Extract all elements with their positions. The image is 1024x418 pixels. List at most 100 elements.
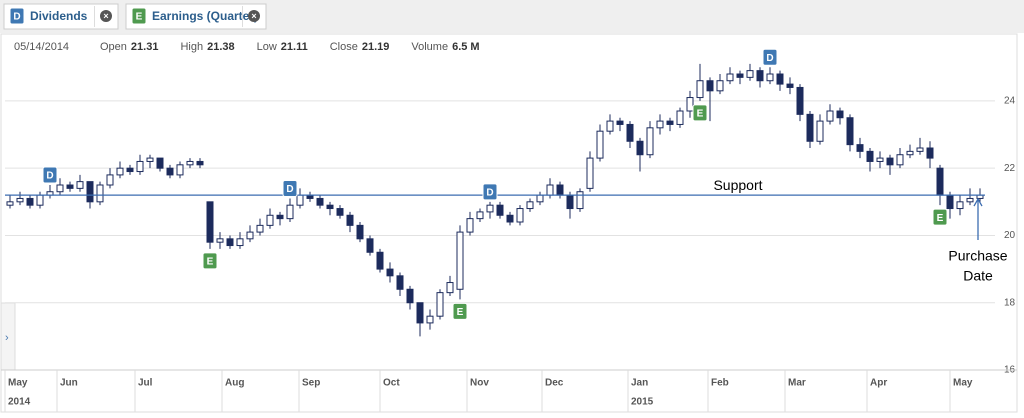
info-value: 21.19 [362, 41, 390, 53]
x-tick-label: Nov [470, 378, 489, 389]
purchase-label: Date [963, 268, 993, 284]
event-marker[interactable] [42, 166, 58, 184]
candle-body [336, 208, 344, 216]
event-marker[interactable] [932, 208, 948, 226]
candle-body [626, 123, 634, 142]
candle-body [486, 204, 494, 213]
candle-body [796, 86, 804, 115]
event-marker[interactable] [482, 183, 498, 201]
candle-body [256, 224, 264, 233]
candle-body [966, 197, 974, 203]
candle-body [886, 157, 894, 166]
x-tick-label: Apr [870, 378, 887, 389]
candle-body [736, 73, 744, 78]
candle-body [936, 167, 944, 196]
tab-close[interactable] [248, 10, 260, 22]
candle-body [206, 201, 214, 243]
candle-body [716, 80, 724, 92]
candle-body [376, 251, 384, 270]
candle-body [446, 282, 454, 294]
candle-body [286, 204, 294, 220]
candle-body [276, 214, 284, 220]
event-marker[interactable] [202, 252, 218, 270]
candle-body [566, 194, 574, 210]
candle-body [86, 181, 94, 203]
y-tick-label: 24 [1004, 96, 1016, 107]
candle-body [456, 231, 464, 290]
year-label: 2015 [631, 397, 654, 408]
candle-body [96, 184, 104, 203]
candle-body [856, 144, 864, 152]
candle-body [136, 160, 144, 173]
y-tick-label: 18 [1004, 297, 1016, 308]
tab-close-x: × [251, 11, 256, 21]
y-tick-label: 20 [1004, 230, 1016, 241]
event-letter: E [207, 257, 214, 268]
purchase-arrowhead [973, 197, 983, 207]
x-tick-label: Mar [788, 378, 806, 389]
x-tick-label: Jun [60, 378, 78, 389]
candle-body [476, 211, 484, 220]
event-marker[interactable] [692, 104, 708, 122]
candle-body [536, 194, 544, 203]
event-letter: D [486, 187, 493, 198]
event-letter: E [136, 12, 143, 23]
event-marker[interactable] [282, 179, 298, 197]
tab-separator [94, 6, 95, 27]
candle-body [316, 197, 324, 206]
event-letter: E [937, 213, 944, 224]
event-marker[interactable] [762, 48, 778, 66]
candle-body [776, 73, 784, 85]
info-value: 6.5 M [452, 41, 480, 53]
candle-body [866, 150, 874, 162]
info-label: Close [330, 41, 358, 53]
candle-body [236, 238, 244, 247]
event-marker[interactable] [452, 302, 468, 320]
candle-body [896, 154, 904, 166]
candle-body [436, 292, 444, 317]
candle-body [756, 70, 764, 82]
candle-body [946, 194, 954, 210]
candle-body [116, 167, 124, 176]
candle-body [726, 73, 734, 82]
candle-body [646, 127, 654, 156]
support-label: Support [713, 177, 762, 193]
info-date: 05/14/2014 [14, 41, 69, 53]
chart-frame [0, 33, 1018, 413]
x-tick-label: Oct [383, 378, 400, 389]
candle-body [576, 191, 584, 210]
info-label: Open [100, 41, 127, 53]
candle-body [816, 120, 824, 142]
candle-body [366, 238, 374, 253]
x-tick-label: Aug [225, 378, 244, 389]
info-label: Low [257, 41, 277, 53]
event-letter: D [46, 171, 53, 182]
candle-body [636, 140, 644, 156]
event-letter: E [457, 307, 464, 318]
candle-body [416, 302, 424, 324]
candle-body [606, 120, 614, 132]
candle-body [586, 157, 594, 189]
candle-body [156, 157, 164, 169]
candle-body [186, 160, 194, 166]
candle-body [126, 167, 134, 173]
candle-body [706, 80, 714, 92]
candle-body [596, 130, 604, 159]
candle-body [296, 194, 304, 206]
info-value: 21.11 [281, 41, 308, 53]
tab-close[interactable] [100, 10, 112, 22]
event-letter: D [286, 184, 293, 195]
candle-body [686, 97, 694, 112]
x-tick-label: Feb [711, 378, 729, 389]
x-tick-label: May [8, 378, 28, 389]
candle-body [916, 147, 924, 152]
candle-body [216, 238, 224, 243]
candle-body [906, 150, 914, 156]
candle-body [106, 174, 114, 186]
candle-body [36, 194, 44, 206]
tab-separator [242, 6, 243, 27]
candle-body [346, 214, 354, 226]
candle-body [426, 315, 434, 324]
candle-body [806, 113, 814, 142]
